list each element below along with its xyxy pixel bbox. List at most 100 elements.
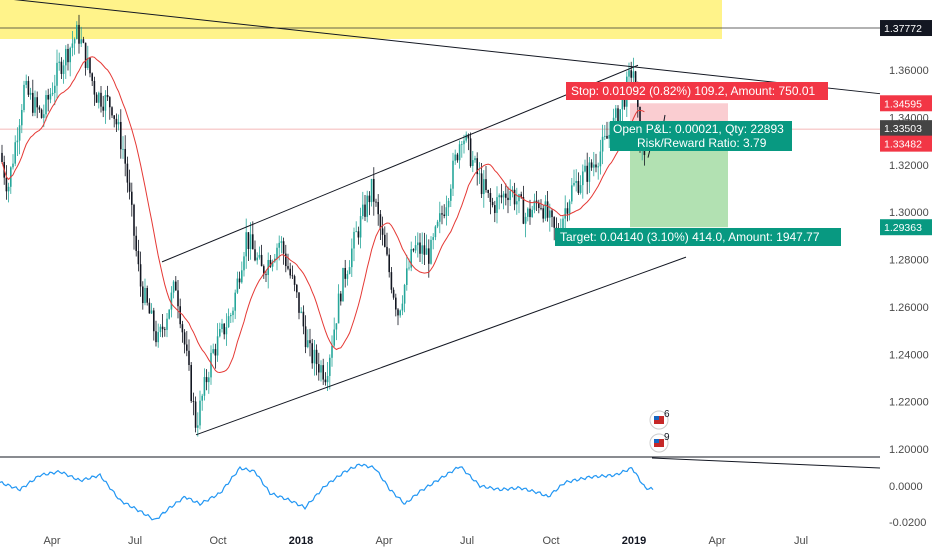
candle-body: [359, 216, 362, 238]
candle-body: [355, 231, 357, 233]
candle-body: [133, 204, 135, 236]
candle-body: [362, 204, 364, 217]
candle-body: [36, 97, 38, 108]
candle-body: [256, 257, 258, 261]
candle-body: [401, 303, 404, 311]
candle-body: [623, 99, 626, 107]
candle-body: [89, 57, 91, 74]
candle-body: [135, 235, 137, 251]
candle-body: [311, 343, 313, 364]
candle-body: [425, 248, 428, 255]
candle-body: [249, 234, 252, 250]
candle-body: [32, 92, 34, 113]
candle-body: [153, 310, 155, 332]
candle-body: [208, 377, 210, 383]
price-tag-label: 1.34595: [884, 98, 922, 110]
candle-body: [247, 232, 250, 250]
candle-body: [384, 234, 386, 247]
candle-body: [511, 189, 514, 192]
candle-body: [296, 284, 298, 293]
candle-body: [241, 270, 243, 283]
candle-body: [144, 288, 146, 304]
candle-body: [617, 108, 619, 125]
candle-body: [414, 245, 417, 251]
candle-body: [302, 311, 305, 327]
candle-body: [386, 246, 388, 255]
candle-body: [406, 268, 408, 285]
candle-body: [342, 267, 344, 302]
candle-body: [590, 162, 593, 168]
candle-body: [54, 85, 56, 93]
candle-body: [291, 275, 294, 277]
candle-body: [227, 316, 230, 328]
candle-body: [16, 140, 19, 143]
candle-body: [109, 97, 111, 108]
price-tag-label: 1.33482: [884, 139, 922, 151]
candle-body: [287, 266, 289, 269]
candle-body: [170, 292, 173, 310]
candle-body: [348, 267, 351, 274]
candle-body: [122, 148, 124, 150]
candle-body: [45, 95, 47, 115]
candle-body: [51, 92, 54, 95]
oscillator-line: [0, 463, 654, 521]
candle-body: [102, 106, 104, 111]
candle-body: [221, 323, 223, 330]
candle-body: [216, 336, 219, 356]
candle-body: [78, 24, 80, 44]
candle-body: [194, 401, 197, 428]
candle-body: [507, 197, 509, 201]
candle-body: [522, 197, 525, 224]
candle-body: [489, 193, 492, 202]
candle-body: [353, 231, 355, 249]
candle-body: [71, 43, 74, 48]
candle-body: [586, 165, 588, 182]
candle-body: [399, 310, 401, 316]
candle-body: [326, 375, 329, 383]
candle-body: [329, 357, 331, 376]
candle-body: [595, 164, 597, 168]
candle-body: [604, 135, 606, 137]
candle-body: [91, 73, 93, 81]
candle-body: [161, 326, 164, 330]
candle-body: [379, 214, 382, 229]
candle-body: [428, 248, 430, 264]
candle-body: [280, 241, 283, 243]
candle-body: [285, 253, 287, 267]
candle-body: [271, 261, 274, 267]
candle-body: [128, 182, 131, 192]
candle-body: [43, 114, 45, 118]
candle-body: [546, 201, 549, 218]
candle-body: [298, 292, 300, 313]
pnl-label: Open P&L: 0.00021, Qty: 22893: [613, 122, 784, 136]
price-tag-label: 1.33503: [884, 123, 922, 135]
candle-body: [260, 254, 263, 267]
candle-body: [344, 267, 346, 279]
candle-body: [40, 109, 43, 118]
candle-body: [573, 182, 575, 186]
candle-body: [445, 207, 448, 216]
time-tick-label: Jul: [128, 535, 142, 547]
candle-body: [84, 42, 87, 69]
candle-body: [80, 39, 82, 44]
candle-body: [597, 166, 599, 168]
candle-body: [630, 70, 632, 78]
price-tick-label: 1.26000: [889, 302, 929, 314]
pnl-label-box: [610, 121, 792, 151]
candle-body: [333, 329, 335, 346]
candle-body: [175, 281, 177, 291]
candle-body: [606, 135, 608, 139]
price-tag: [880, 95, 932, 112]
candle-body: [289, 268, 291, 276]
candle-body: [76, 24, 78, 40]
candle-body: [494, 205, 496, 213]
candle-body: [498, 195, 500, 198]
candle-body: [324, 379, 327, 383]
candle-body: [131, 191, 133, 205]
candle-body: [381, 228, 384, 235]
candle-body: [179, 306, 181, 325]
price-tick-label: 1.24000: [889, 349, 929, 361]
candle-body: [313, 349, 316, 364]
